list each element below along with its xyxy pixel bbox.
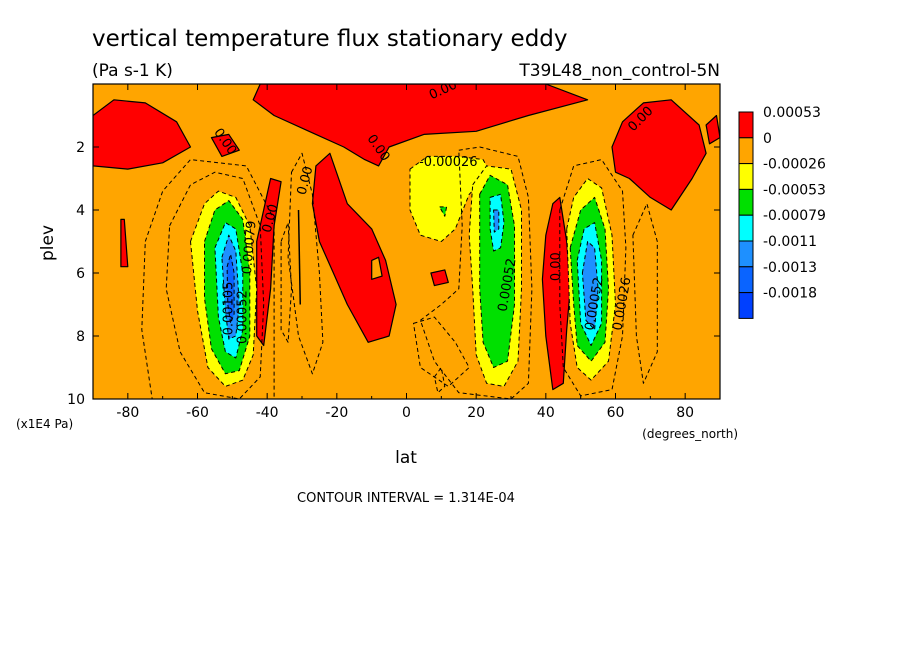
legend-swatch: [738, 188, 754, 216]
neg-cell-sh-l5: [226, 253, 235, 324]
x-tick-label: -60: [186, 405, 209, 421]
y-tick-label: 8: [76, 329, 85, 345]
legend-swatch: [738, 266, 754, 294]
chart-title: vertical temperature flux stationary edd…: [92, 26, 568, 52]
legend-label: -0.0013: [763, 260, 817, 276]
y-axis-label: plev: [38, 225, 58, 261]
plot-area: [93, 84, 720, 399]
x-tick-label: -20: [325, 405, 348, 421]
contour-label: 0.00079: [240, 220, 260, 275]
x-tick-label: 40: [537, 405, 555, 421]
contour-sh-sub: [287, 152, 324, 375]
contour-label: -0.00105: [221, 282, 236, 340]
contour-label: 0.00: [260, 203, 282, 235]
legend-swatch: [738, 240, 754, 268]
y-axis-ticks: 2 4 6 8 10: [67, 140, 720, 408]
x-tick-label: -80: [116, 405, 139, 421]
positive-region-nh-high: [611, 99, 707, 211]
positive-region-sh-high: [93, 99, 192, 170]
neg-cell-tropics-dot: [439, 206, 448, 217]
contour-sh-outer: [165, 171, 265, 399]
x-axis-label: lat: [395, 448, 417, 468]
contour-nh2-outer: [559, 159, 627, 397]
x-axis-ticks: -80 -60 -40 -20 0 20 40 60 80: [92, 84, 721, 421]
legend-swatch: [738, 292, 754, 319]
positive-region-nh-mid: [541, 196, 571, 391]
positive-region-subtropics-sh: [311, 152, 397, 343]
contour-label: 0.00052: [235, 290, 250, 344]
color-legend: 0.00053 0 -0.00026 -0.00053 -0.00079 -0.0011 -…: [738, 105, 826, 319]
contour-dot: [433, 367, 446, 394]
x-tick-label: 60: [607, 405, 625, 421]
contour-label: 0.00: [295, 165, 317, 197]
legend-label: -0.0018: [763, 286, 817, 302]
legend-swatch: [738, 111, 754, 139]
x-tick-label: -40: [256, 405, 279, 421]
y-tick-label: 10: [67, 392, 85, 408]
neg-cell-tropics-l1: [409, 155, 491, 242]
y-tick-label: 4: [76, 203, 85, 219]
x-axis-units: (degrees_north): [642, 427, 738, 441]
x-tick-label: 20: [467, 405, 485, 421]
legend-swatch: [738, 137, 754, 165]
legend-label: -0.0011: [763, 234, 817, 250]
contour-interval: CONTOUR INTERVAL = 1.314E-04: [297, 491, 515, 506]
run-label: T39L48_non_control-5N: [518, 61, 720, 81]
positive-region-sliver: [120, 218, 129, 268]
hole: [371, 256, 383, 280]
positive-region-dot: [430, 269, 449, 287]
contour-nh-outer: [419, 146, 533, 399]
positive-region-small: [210, 133, 240, 157]
y-axis-units: (x1E4 Pa): [16, 417, 73, 431]
neg-cell-nh2-l4: [581, 241, 599, 331]
y-tick-label: 6: [76, 266, 85, 282]
legend-label: 0.00053: [763, 105, 821, 121]
positive-region-band: [256, 177, 282, 347]
legend-label: 0: [763, 131, 772, 147]
contour-label: -0.00026: [419, 155, 477, 170]
positive-region-top: [252, 84, 589, 167]
zero-contour-segment: [297, 209, 302, 305]
contour-low: [413, 316, 470, 387]
contour-label: 0.00: [549, 252, 564, 281]
legend-swatch: [738, 163, 754, 190]
neg-cell-nh-l2: [479, 174, 515, 368]
x-tick-label: 0: [402, 405, 411, 421]
y-tick-label: 2: [76, 140, 85, 156]
neg-cell-nh-l4: [493, 209, 500, 233]
x-tick-label: 80: [676, 405, 694, 421]
legend-label: -0.00026: [763, 157, 826, 173]
positive-region-edge: [705, 114, 720, 145]
legend-label: -0.00079: [763, 208, 826, 224]
legend-label: -0.00053: [763, 182, 826, 198]
contour-nh2-outer2: [632, 203, 658, 384]
contour-sh-outer2: [141, 159, 275, 399]
contour-small: [280, 222, 292, 343]
legend-swatch: [738, 214, 754, 242]
units-label: (Pa s-1 K): [92, 61, 173, 81]
